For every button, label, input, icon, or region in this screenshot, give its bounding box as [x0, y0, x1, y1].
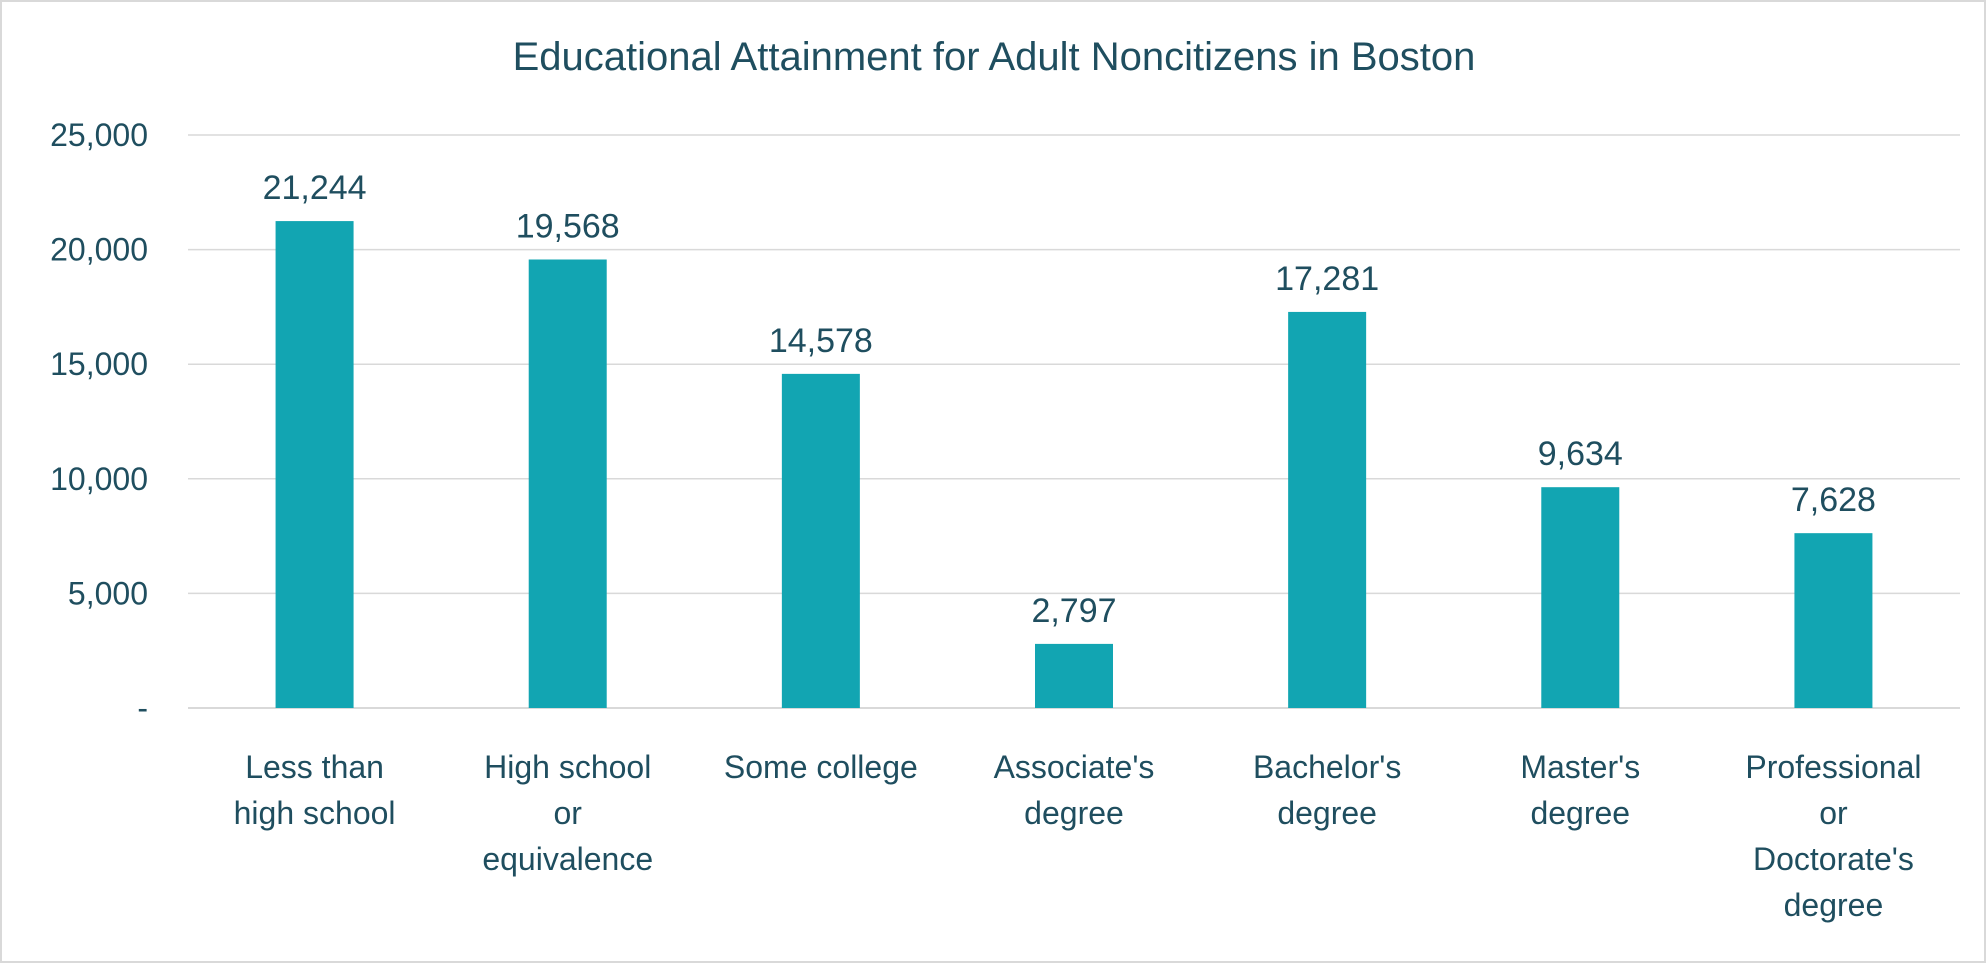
data-label: 9,634 — [1538, 435, 1623, 473]
x-category-label-line: degree — [1024, 795, 1124, 831]
y-tick-label: 20,000 — [50, 232, 148, 268]
y-tick-label: 25,000 — [50, 117, 148, 153]
x-category-label-line: high school — [234, 795, 396, 831]
bar — [781, 373, 860, 708]
x-category-label-line: High school — [484, 749, 651, 785]
bars — [275, 221, 1873, 708]
data-label: 17,281 — [1275, 260, 1379, 298]
gridlines — [188, 134, 1960, 709]
bar — [1794, 533, 1873, 708]
bar — [1288, 311, 1367, 708]
bar — [1035, 643, 1113, 708]
data-labels: 21,244 19,568 14,578 2,797 17,281 9,634 7,628 — [263, 169, 1876, 630]
x-category-label: Professional or Doctorate's degree — [1745, 749, 1921, 923]
y-tick-label: 15,000 — [50, 346, 148, 382]
x-category-label-line: equivalence — [482, 841, 653, 877]
x-category-label-line: Professional — [1745, 749, 1921, 785]
x-category-label-line: Some college — [724, 749, 918, 785]
data-label: 21,244 — [263, 169, 367, 207]
y-tick-label: - — [137, 690, 148, 726]
x-category-label: Associate's degree — [994, 749, 1155, 831]
x-category-label-line: Associate's — [994, 749, 1155, 785]
x-category-label: Bachelor's degree — [1253, 749, 1401, 831]
x-category-label-line: degree — [1784, 887, 1884, 923]
x-axis-categories: Less than high school High school or equival… — [234, 749, 1922, 923]
x-category-label-line: Master's — [1520, 749, 1640, 785]
x-category-label-line: Doctorate's — [1753, 841, 1914, 877]
y-tick-label: 5,000 — [68, 575, 148, 611]
data-label: 7,628 — [1791, 481, 1876, 519]
x-category-label-line: degree — [1277, 795, 1377, 831]
y-axis-ticks: - 5,000 10,000 15,000 20,000 25,000 — [50, 117, 148, 726]
x-category-label: Some college — [724, 749, 918, 785]
chart-title: Educational Attainment for Adult Nonciti… — [513, 35, 1476, 79]
data-label: 14,578 — [769, 322, 873, 360]
x-category-label: Master's degree — [1520, 749, 1640, 831]
bar — [275, 221, 354, 708]
data-label: 2,797 — [1031, 592, 1116, 630]
bar — [528, 259, 607, 708]
y-tick-label: 10,000 — [50, 461, 148, 497]
x-category-label: Less than high school — [234, 749, 396, 831]
x-category-label: High school or equivalence — [482, 749, 653, 877]
bar — [1541, 487, 1620, 708]
x-category-label-line: degree — [1530, 795, 1630, 831]
x-category-label-line: or — [553, 795, 582, 831]
x-category-label-line: Bachelor's — [1253, 749, 1401, 785]
x-category-label-line: Less than — [245, 749, 384, 785]
x-category-label-line: or — [1819, 795, 1848, 831]
data-label: 19,568 — [516, 208, 620, 246]
